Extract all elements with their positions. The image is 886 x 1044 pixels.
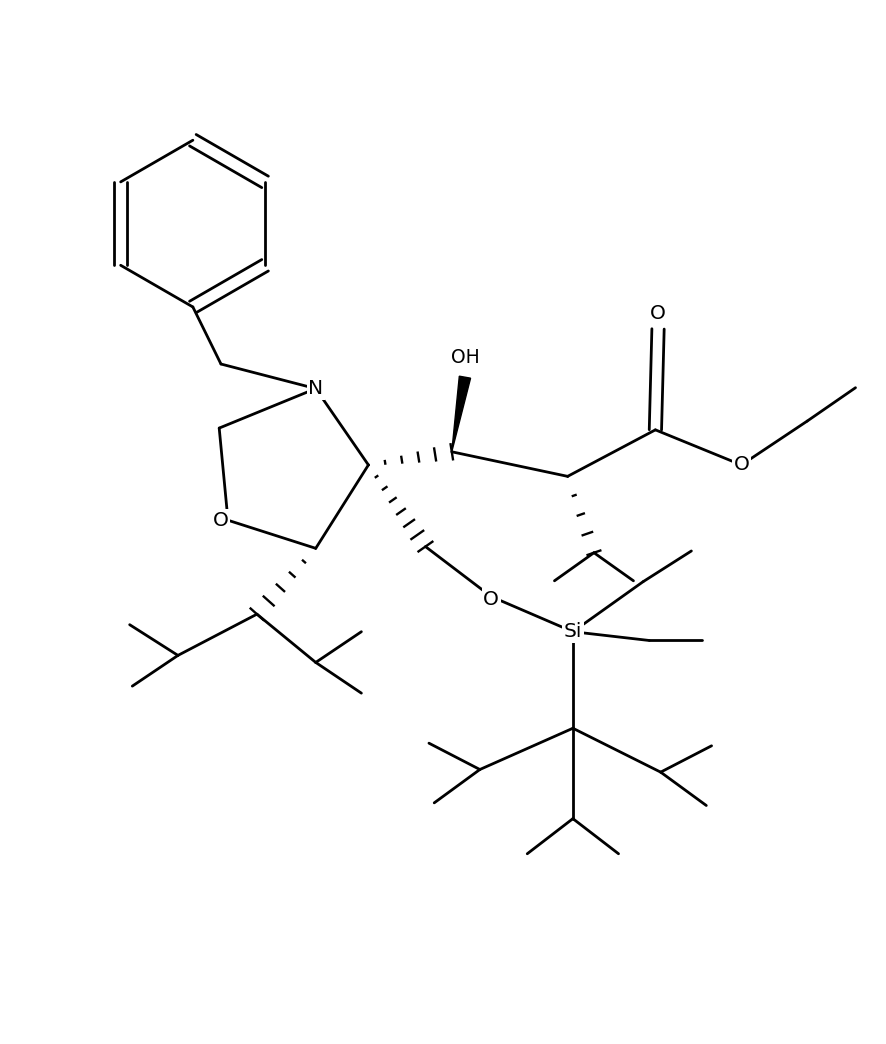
Text: N: N: [308, 379, 323, 398]
Text: OH: OH: [451, 349, 479, 367]
Text: O: O: [650, 304, 666, 323]
Text: O: O: [213, 511, 229, 529]
Polygon shape: [452, 376, 470, 452]
Text: O: O: [484, 590, 499, 609]
Text: Si: Si: [563, 622, 582, 641]
Text: O: O: [734, 455, 750, 474]
